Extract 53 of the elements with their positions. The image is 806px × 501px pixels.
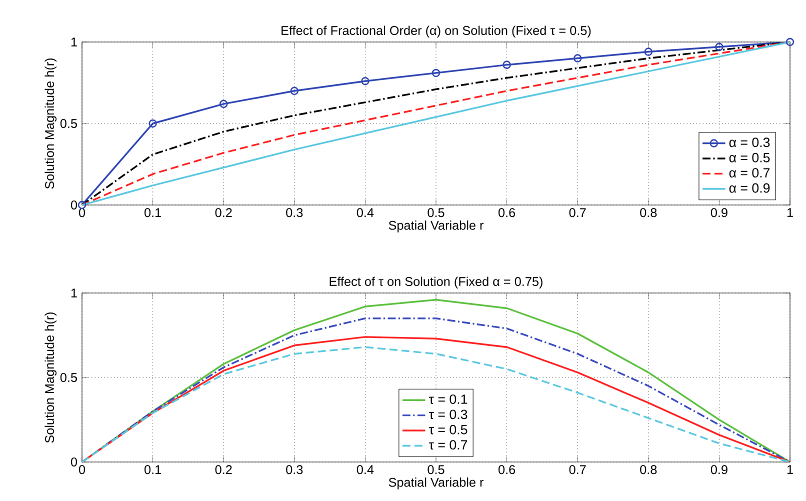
point [219,100,228,108]
point [290,86,299,96]
x-tick-label: 0.9 [710,208,728,218]
point [573,54,582,62]
point [502,60,511,69]
y-tick-label: 0 [70,200,78,210]
x-tick-label: 0.8 [640,208,657,218]
point [715,42,724,52]
legend-label: τ = 0.5 [428,424,468,434]
y-tick-label: 1 [71,38,77,46]
x-tick-label: 0.6 [498,208,516,218]
legend-label: α = 0.3 [729,138,770,148]
x-axis-title: Spatial Variable r [388,220,484,232]
x-tick-label: 0.4 [356,465,374,474]
legend-label: α = 0.5 [729,152,770,162]
x-axis-title: Spatial Variable r [388,478,484,490]
x-tick-label: 0.1 [144,465,161,474]
point [361,76,370,86]
x-tick-label: 0.4 [356,208,374,218]
x-tick-label: 0.2 [215,465,232,474]
x-tick-label: 0.5 [428,208,444,218]
x-tick-label: 1 [787,465,793,474]
chart-title: Effect of τ on Solution (Fixed α = 0.75) [330,276,542,289]
x-tick-label: 0.8 [640,465,657,474]
x-tick-label: 0.3 [286,465,303,474]
legend-label: α = 0.9 [729,183,770,193]
x-tick-label: 0.3 [286,208,303,218]
y-axis-title: Solution Magnitude h(r) [44,58,57,189]
point [148,119,157,128]
legend-label: τ = 0.7 [428,440,468,450]
y-tick-label: 0.5 [60,373,77,382]
point [786,38,794,46]
y-tick-label: 0 [70,458,78,466]
x-tick-label: 0.2 [215,208,232,218]
point [78,200,86,210]
x-tick-label: 0.6 [498,465,516,474]
point [432,68,440,78]
x-tick-label: 0 [78,465,86,474]
point [644,48,653,56]
x-tick-label: 0.7 [569,465,586,474]
y-tick-label: 1 [71,288,77,298]
x-tick-label: 0 [78,208,86,218]
x-tick-label: 1 [787,208,793,217]
legend-label: τ = 0.1 [428,394,468,404]
x-tick-label: 0.7 [569,208,586,218]
x-tick-label: 0.5 [428,465,444,474]
x-tick-label: 0.9 [710,465,728,474]
chart-title: Effect of Fractional Order (α) on Solution (Fixed τ = 0.5) [282,26,591,38]
x-tick-label: 0.1 [144,208,161,218]
legend-label: α = 0.7 [729,168,770,178]
legend-label: τ = 0.3 [428,410,468,420]
y-tick-label: 0.5 [60,119,77,128]
y-axis-title: Solution Magnitude h(r) [44,312,57,443]
